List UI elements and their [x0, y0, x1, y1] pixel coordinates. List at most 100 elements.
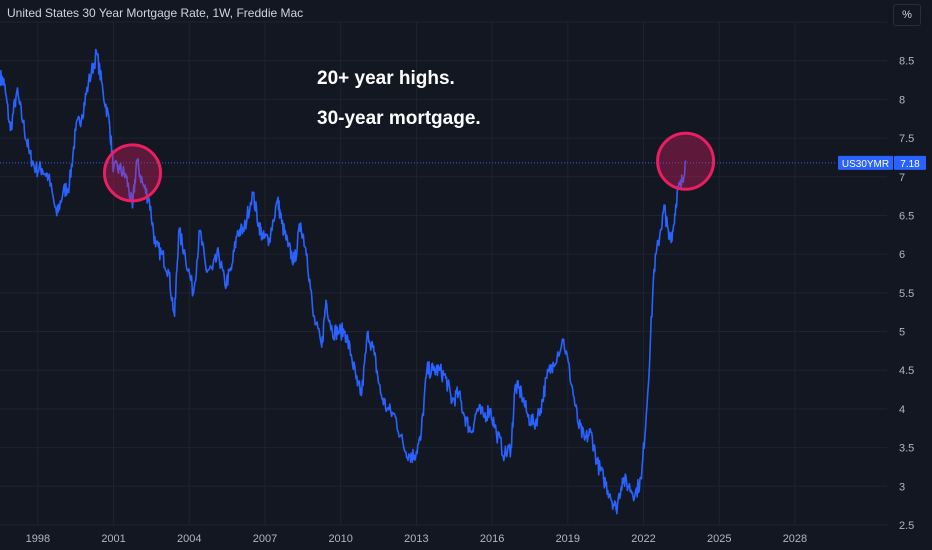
data-point: [373, 353, 376, 356]
x-tick-label: 2010: [328, 533, 352, 545]
data-point: [268, 237, 271, 240]
data-point: [108, 121, 111, 124]
data-point: [325, 299, 327, 302]
data-point: [198, 230, 201, 232]
data-point: [131, 206, 134, 209]
data-point: [552, 361, 554, 364]
chart-title: United States 30 Year Mortgage Rate, 1W,…: [7, 6, 304, 20]
last-value-tag: [894, 155, 926, 170]
data-point: [659, 230, 662, 232]
data-point: [583, 438, 586, 441]
percent-scale-button[interactable]: %: [893, 4, 921, 26]
data-point: [173, 315, 176, 317]
annotation-highs: 20+ year highs.: [317, 68, 455, 89]
data-point: [287, 245, 290, 248]
y-tick-label: 3: [899, 481, 905, 493]
data-point: [379, 392, 382, 395]
data-point: [230, 268, 233, 271]
data-point: [684, 160, 687, 163]
data-point: [539, 408, 542, 410]
data-point: [112, 168, 115, 170]
y-tick-label: 5: [899, 327, 905, 339]
data-point: [590, 431, 592, 434]
highlight-layer: [0, 131, 837, 203]
y-tick-label: 6.5: [899, 210, 914, 222]
x-tick-label: 2001: [101, 533, 125, 545]
data-point: [81, 113, 83, 116]
data-point: [562, 338, 565, 341]
grid: [0, 21, 887, 526]
data-point: [118, 168, 121, 170]
data-point: [482, 415, 485, 418]
data-point: [533, 423, 536, 426]
x-tick-label: 2016: [480, 533, 504, 545]
data-point: [596, 462, 599, 464]
y-tick-label: 4.5: [899, 365, 914, 377]
data-point: [426, 369, 428, 372]
x-tick-label: 2025: [707, 533, 731, 545]
data-point: [470, 431, 472, 434]
data-point: [510, 446, 512, 449]
data-point: [432, 369, 435, 372]
data-point: [457, 392, 460, 395]
y-tick-label: 7.5: [899, 133, 914, 145]
data-point: [646, 392, 649, 395]
x-tick-label: 2019: [556, 533, 580, 545]
data-point: [236, 230, 239, 232]
data-point: [142, 183, 144, 186]
data-point: [41, 168, 43, 170]
data-point: [503, 454, 506, 457]
data-point: [177, 230, 180, 232]
data-point: [526, 415, 529, 418]
data-point: [680, 183, 683, 186]
data-point: [419, 438, 422, 441]
highlight-circle-2: [656, 131, 716, 191]
data-point: [602, 477, 605, 480]
data-point: [224, 284, 226, 287]
x-tick-label: 2013: [404, 533, 428, 545]
data-point: [514, 384, 517, 387]
y-tick-label: 2.5: [899, 520, 914, 532]
data-point: [22, 121, 25, 124]
data-point: [402, 446, 405, 449]
data-point: [350, 353, 353, 356]
data-point: [489, 408, 491, 410]
y-tick-label: 3.5: [899, 443, 914, 455]
data-point: [312, 315, 315, 317]
data-point: [667, 237, 670, 240]
data-point: [306, 253, 308, 256]
data-point: [243, 230, 245, 232]
data-point: [217, 253, 220, 256]
data-point: [386, 408, 388, 410]
data-point: [135, 160, 138, 163]
data-point: [663, 206, 666, 209]
data-point: [337, 330, 340, 333]
data-point: [28, 152, 31, 155]
annotation-mortgage: 30-year mortgage.: [317, 108, 481, 129]
x-tick-label: 2028: [783, 533, 807, 545]
data-point: [520, 392, 523, 395]
data-point: [102, 90, 104, 93]
x-tick-label: 1998: [26, 533, 50, 545]
data-point: [205, 268, 207, 271]
data-point: [261, 237, 264, 240]
data-point: [0, 75, 1, 78]
last-value-label: 7.18: [900, 159, 920, 170]
data-point: [627, 485, 630, 488]
data-point: [68, 183, 71, 186]
data-point: [615, 508, 618, 511]
data-point: [167, 268, 170, 271]
data-point: [343, 330, 346, 333]
data-point: [463, 415, 466, 418]
data-point: [15, 90, 18, 93]
x-tick-label: 2022: [631, 533, 655, 545]
data-point: [476, 408, 479, 410]
data-point: [211, 268, 214, 271]
data-point: [409, 454, 411, 457]
y-tick-label: 5.5: [899, 288, 914, 300]
data-point: [608, 493, 611, 495]
y-tick-label: 8.5: [899, 56, 914, 68]
data-point: [577, 423, 580, 426]
x-tick-label: 2004: [177, 533, 201, 545]
